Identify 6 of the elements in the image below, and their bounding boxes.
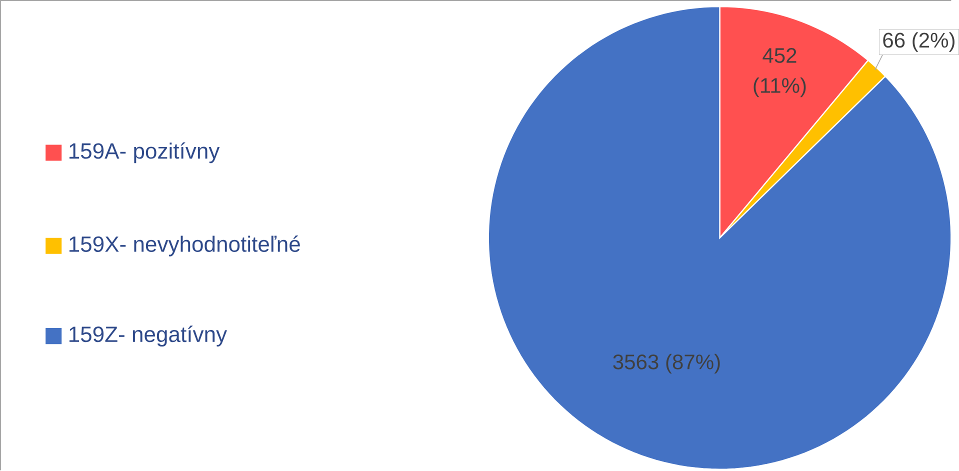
- legend-label: 159X- nevyhodnotiteľné: [70, 236, 300, 256]
- data-label: 3563 (87%): [613, 354, 720, 374]
- legend-label: 159A- pozitívny: [70, 142, 220, 164]
- data-label: 66 (2%): [883, 32, 954, 52]
- legend-label: 159Z- negatívny: [70, 326, 228, 347]
- data-label: 452 (11%): [754, 48, 806, 98]
